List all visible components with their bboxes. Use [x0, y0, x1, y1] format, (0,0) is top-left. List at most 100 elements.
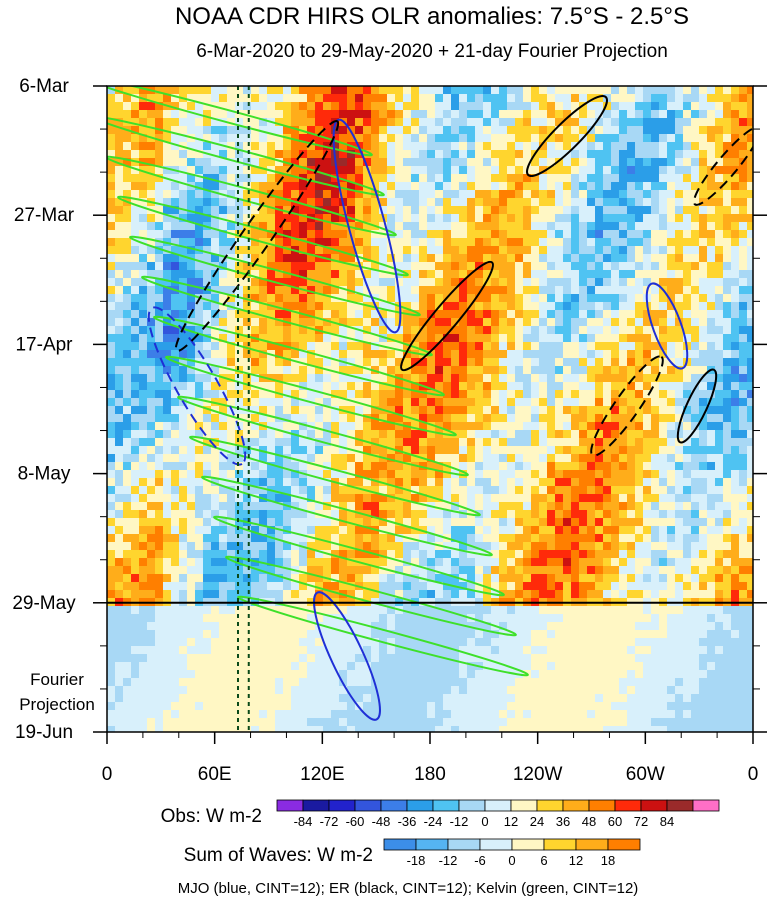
field-cell [603, 358, 611, 366]
field-cell [571, 462, 579, 470]
field-cell [619, 254, 627, 262]
field-cell [331, 270, 339, 278]
field-cell [675, 334, 683, 342]
field-cell [435, 550, 443, 558]
field-cell [475, 142, 483, 150]
field-cell [283, 262, 291, 270]
field-cell [435, 502, 443, 510]
field-cell [699, 526, 707, 534]
field-cell [555, 94, 563, 102]
field-cell [211, 430, 219, 438]
field-cell [651, 126, 659, 134]
field-cell [603, 406, 611, 414]
field-cell [323, 486, 331, 494]
field-cell [291, 510, 299, 518]
field-cell [347, 342, 355, 350]
field-cell [251, 510, 259, 518]
field-cell [667, 414, 675, 422]
field-cell [587, 414, 595, 422]
field-cell [299, 206, 307, 214]
field-cell [291, 406, 299, 414]
field-cell [275, 542, 283, 550]
field-cell [371, 238, 379, 246]
field-cell [707, 454, 715, 462]
field-cell [235, 526, 243, 534]
field-cell [451, 406, 459, 414]
field-cell [107, 470, 115, 478]
field-cell [427, 150, 435, 158]
field-cell [739, 486, 747, 494]
field-cell [259, 366, 267, 374]
field-cell [243, 182, 251, 190]
field-cell [459, 446, 467, 454]
field-cell [355, 566, 363, 574]
field-cell [339, 334, 347, 342]
field-cell [739, 126, 747, 134]
field-cell [195, 398, 203, 406]
field-cell [283, 438, 291, 446]
field-cell [739, 366, 747, 374]
field-cell [691, 302, 699, 310]
field-cell [115, 494, 123, 502]
field-cell [731, 486, 739, 494]
field-cell [131, 342, 139, 350]
field-cell [571, 502, 579, 510]
field-cell [387, 302, 395, 310]
field-cell [171, 158, 179, 166]
field-cell [323, 342, 331, 350]
field-cell [275, 558, 283, 566]
field-cell [467, 422, 475, 430]
field-cell [323, 326, 331, 334]
field-cell [587, 502, 595, 510]
field-cell [411, 166, 419, 174]
field-cell [203, 246, 211, 254]
field-cell [739, 118, 747, 126]
field-cell [699, 270, 707, 278]
field-cell [171, 350, 179, 358]
field-cell [483, 86, 491, 94]
field-cell [499, 526, 507, 534]
field-cell [611, 518, 619, 526]
field-cell [715, 398, 723, 406]
field-cell [315, 558, 323, 566]
field-cell [547, 254, 555, 262]
field-cell [323, 198, 331, 206]
field-cell [155, 486, 163, 494]
field-cell [715, 558, 723, 566]
field-cell [155, 206, 163, 214]
field-cell [515, 166, 523, 174]
field-cell [179, 118, 187, 126]
field-cell [307, 230, 315, 238]
field-cell [331, 142, 339, 150]
field-cell [739, 526, 747, 534]
field-cell [131, 278, 139, 286]
field-cell [395, 382, 403, 390]
field-cell [507, 270, 515, 278]
field-cell [587, 86, 595, 94]
field-cell [507, 566, 515, 574]
field-cell [259, 246, 267, 254]
field-cell [683, 438, 691, 446]
field-cell [651, 198, 659, 206]
field-cell [203, 134, 211, 142]
field-cell [339, 230, 347, 238]
field-cell [515, 446, 523, 454]
field-cell [163, 358, 171, 366]
field-cell [403, 238, 411, 246]
field-cell [723, 230, 731, 238]
field-cell [635, 446, 643, 454]
field-cell [243, 462, 251, 470]
field-cell [147, 358, 155, 366]
field-cell [411, 494, 419, 502]
field-cell [563, 454, 571, 462]
field-cell [683, 454, 691, 462]
field-cell [291, 494, 299, 502]
field-cell [699, 342, 707, 350]
field-cell [211, 246, 219, 254]
field-cell [195, 94, 203, 102]
field-cell [723, 366, 731, 374]
field-cell [483, 574, 491, 582]
field-cell [123, 86, 131, 94]
field-cell [315, 454, 323, 462]
field-cell [595, 126, 603, 134]
